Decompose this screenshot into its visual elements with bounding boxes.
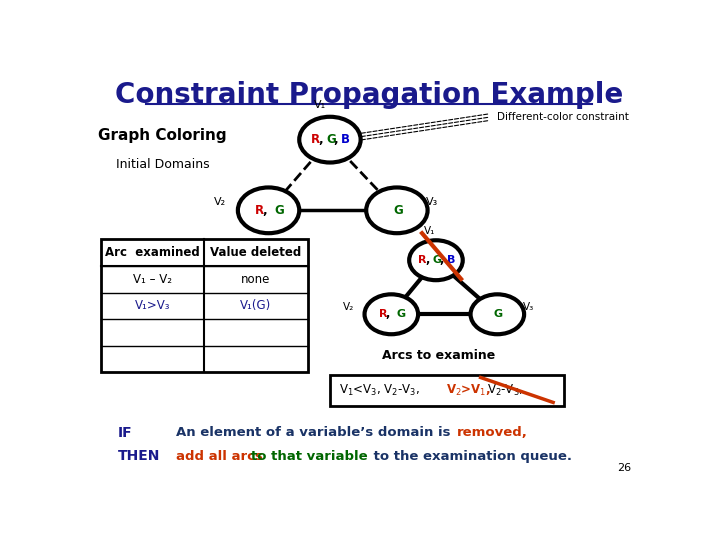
Text: ,: ,	[439, 255, 444, 265]
Text: V₁ – V₂: V₁ – V₂	[133, 273, 172, 286]
Circle shape	[300, 117, 361, 163]
Text: G: G	[326, 133, 336, 146]
Text: Value deleted: Value deleted	[210, 246, 302, 259]
Text: ,: ,	[426, 255, 430, 265]
Bar	[101, 239, 307, 373]
Text: Graph Coloring: Graph Coloring	[98, 128, 227, 143]
Text: B: B	[446, 255, 455, 265]
Text: V₁>V₃: V₁>V₃	[135, 300, 171, 313]
Text: ,: ,	[333, 133, 338, 146]
Text: none: none	[241, 273, 271, 286]
Text: add all arcs: add all arcs	[176, 450, 268, 463]
Text: G: G	[393, 204, 403, 217]
Text: IF: IF	[118, 426, 132, 440]
Text: R: R	[255, 204, 264, 217]
Circle shape	[409, 240, 463, 280]
Circle shape	[364, 294, 418, 334]
Text: to the examination queue.: to the examination queue.	[369, 450, 572, 463]
Text: V₃: V₃	[523, 302, 534, 312]
Text: V$_1$<V$_3$, V$_2$-V$_3$,: V$_1$<V$_3$, V$_2$-V$_3$,	[339, 382, 422, 397]
Circle shape	[471, 294, 524, 334]
Text: G: G	[433, 255, 441, 265]
Bar	[330, 375, 564, 406]
Text: to that variable: to that variable	[251, 450, 367, 463]
Text: THEN: THEN	[118, 449, 161, 463]
Text: Arcs to examine: Arcs to examine	[382, 349, 495, 362]
Text: G: G	[274, 204, 284, 217]
Text: V₂: V₂	[214, 198, 226, 207]
Text: R: R	[379, 309, 387, 319]
Text: B: B	[341, 133, 350, 146]
Text: ,: ,	[319, 133, 323, 146]
Text: V$_2$>V$_1$,: V$_2$>V$_1$,	[446, 382, 491, 397]
Text: Arc  examined: Arc examined	[105, 246, 200, 259]
Text: R: R	[418, 255, 427, 265]
Text: Initial Domains: Initial Domains	[116, 158, 210, 171]
Circle shape	[238, 187, 300, 233]
Text: removed,: removed,	[457, 426, 528, 439]
Text: V₁: V₁	[423, 226, 435, 235]
Text: ,: ,	[263, 204, 267, 217]
Text: G: G	[397, 309, 406, 319]
Text: 26: 26	[617, 463, 631, 473]
Text: Constraint Propagation Example: Constraint Propagation Example	[115, 82, 623, 110]
Text: V₁(G): V₁(G)	[240, 300, 271, 313]
Text: V$_2$-V$_3$,: V$_2$-V$_3$,	[487, 382, 523, 397]
Text: R: R	[311, 133, 320, 146]
Text: G: G	[494, 309, 503, 319]
Text: Different-color constraint: Different-color constraint	[498, 112, 629, 122]
Text: An element of a variable’s domain is: An element of a variable’s domain is	[176, 426, 456, 439]
Text: V₃: V₃	[426, 198, 438, 207]
Circle shape	[366, 187, 428, 233]
Text: V₂: V₂	[343, 302, 354, 312]
Text: ,: ,	[386, 309, 390, 319]
Text: V₁: V₁	[314, 100, 326, 110]
